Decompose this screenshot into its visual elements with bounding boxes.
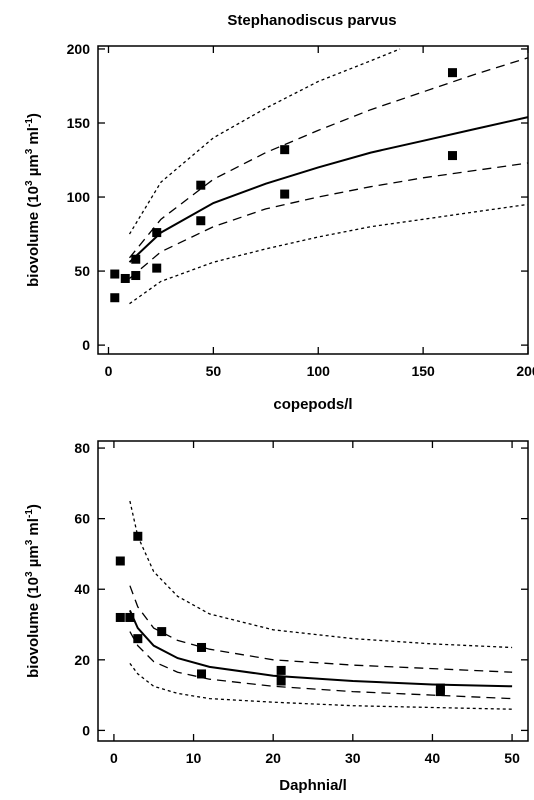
x-tick-label: 20 [265,750,281,766]
y-axis-label: biovolume (103 µm3 ml-1) [24,113,42,287]
data-point [280,189,290,199]
data-point [152,228,162,238]
y-tick-label: 60 [74,511,90,527]
x-tick-label: 50 [206,363,222,379]
y-tick-label: 0 [82,722,90,738]
y-tick-label: 100 [67,189,91,205]
y-axis-label: biovolume (103 µm3 ml-1) [24,504,42,678]
data-point [276,665,286,675]
plot-frame [97,440,529,742]
data-point [131,271,141,281]
figure-title: Stephanodiscus parvus [227,12,396,29]
data-point [133,634,143,644]
data-point [115,556,125,566]
y-tick-label: 50 [74,263,90,279]
x-axis-label: Daphnia/l [279,777,347,794]
prediction-band-curve [129,663,513,710]
x-tick-label: 50 [504,750,520,766]
x-tick-label: 30 [345,750,361,766]
data-point [152,263,162,273]
data-point [196,216,206,226]
y-tick-label: 150 [67,115,91,131]
prediction-band-curve [129,203,529,305]
x-tick-label: 40 [425,750,441,766]
y-tick-label: 20 [74,652,90,668]
x-tick-label: 10 [186,750,202,766]
data-point [131,254,141,264]
y-tick-label: 200 [67,41,91,57]
x-tick-label: 0 [105,363,113,379]
data-point [197,669,207,679]
data-point [125,612,135,622]
y-tick-label: 40 [74,581,90,597]
data-point [110,293,120,303]
confidence-band-curve [129,585,513,673]
x-tick-label: 100 [307,363,331,379]
data-point [435,687,445,697]
plot-frame [97,45,529,355]
y-tick-label: 0 [82,337,90,353]
data-point [276,676,286,686]
x-tick-label: 150 [411,363,435,379]
confidence-band-curve [129,631,513,700]
data-point [120,273,130,283]
data-point [133,531,143,541]
prediction-band-curve [128,48,401,235]
data-point [157,627,167,637]
data-point [110,269,120,279]
lower-chart-panel: 0 10 20 30 40 50 0 20 40 60 80 Daphnia/l biovolume (… [24,440,529,794]
data-point [196,180,206,190]
data-point [447,68,457,78]
prediction-band-curve [129,500,513,649]
x-tick-label: 0 [110,750,118,766]
y-tick-label: 80 [74,440,90,456]
confidence-band-curve [129,162,529,279]
fit-curve [128,609,513,688]
data-point [115,612,125,622]
x-tick-label: 200 [516,363,534,379]
data-point [280,145,290,155]
upper-chart-panel: 0 50 100 150 200 0 50 100 150 200 copepods/l biovol… [24,41,534,413]
data-point [197,642,207,652]
x-axis-label: copepods/l [273,396,352,413]
fit-curve [128,116,529,263]
confidence-band-curve [128,57,529,259]
data-point [447,151,457,161]
